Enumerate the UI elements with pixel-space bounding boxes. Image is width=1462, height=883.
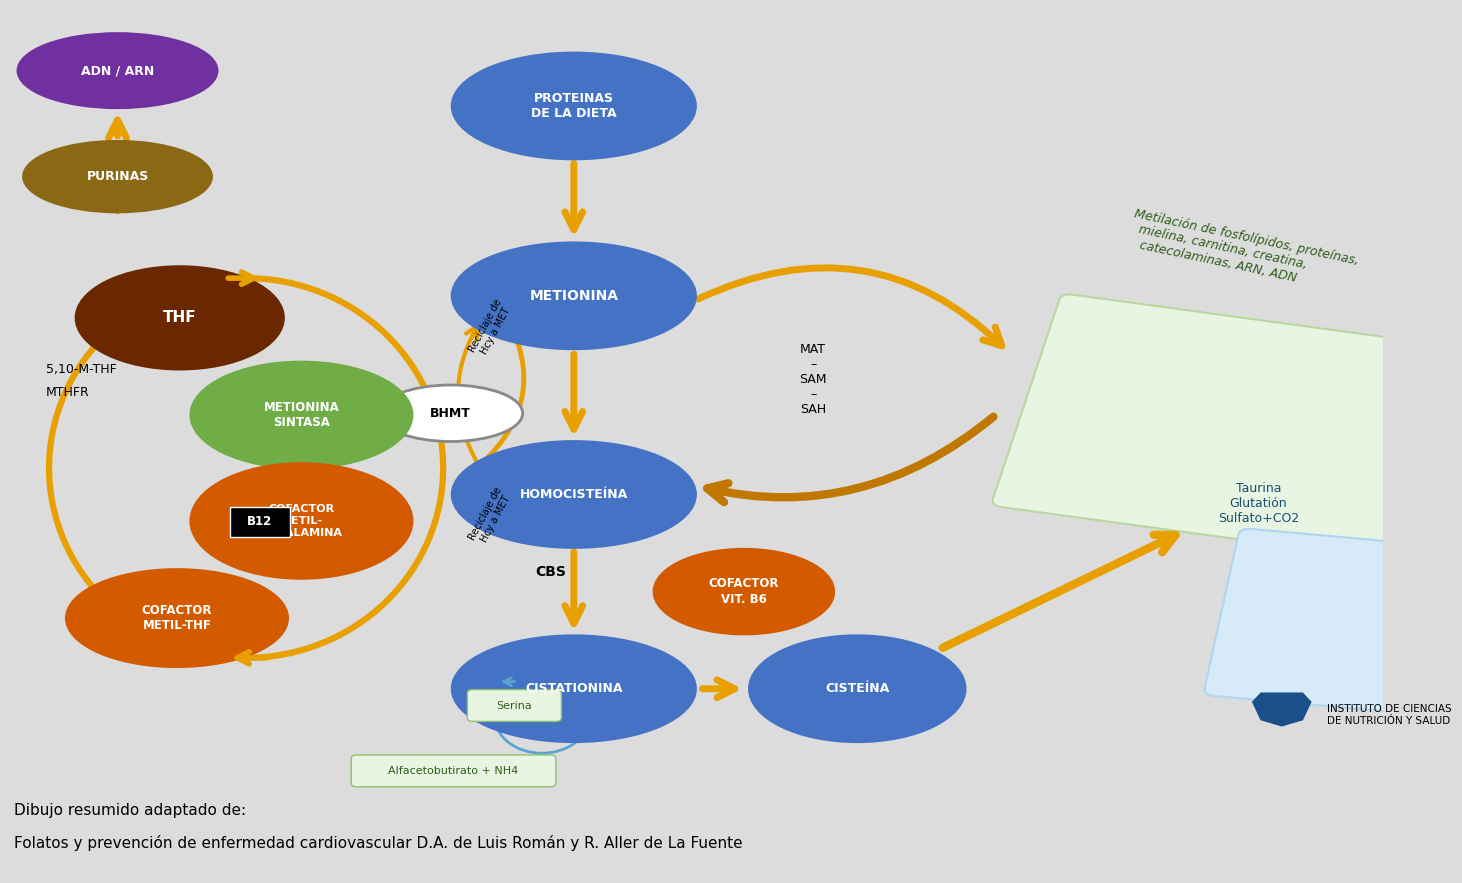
Ellipse shape bbox=[23, 141, 212, 212]
Text: Serina: Serina bbox=[497, 700, 532, 711]
Text: COFACTOR
VIT. B6: COFACTOR VIT. B6 bbox=[709, 577, 779, 606]
Ellipse shape bbox=[192, 464, 412, 578]
Ellipse shape bbox=[192, 362, 412, 468]
Ellipse shape bbox=[18, 34, 216, 108]
Text: Folatos y prevención de enfermedad cardiovascular D.A. de Luis Román y R. Aller : Folatos y prevención de enfermedad cardi… bbox=[13, 835, 743, 851]
Ellipse shape bbox=[66, 570, 288, 667]
FancyBboxPatch shape bbox=[230, 507, 291, 537]
Text: BHMT: BHMT bbox=[430, 407, 471, 419]
FancyBboxPatch shape bbox=[468, 690, 561, 721]
Text: Dibujo resumido adaptado de:: Dibujo resumido adaptado de: bbox=[13, 804, 246, 818]
Text: MAT
–
SAM
–
SAH: MAT – SAM – SAH bbox=[800, 343, 827, 416]
Text: B12: B12 bbox=[247, 516, 272, 528]
Text: CBS: CBS bbox=[535, 565, 566, 579]
Ellipse shape bbox=[452, 243, 696, 349]
Ellipse shape bbox=[452, 53, 696, 159]
Ellipse shape bbox=[750, 636, 965, 742]
Text: MTHFR: MTHFR bbox=[45, 387, 89, 399]
Ellipse shape bbox=[76, 267, 284, 369]
Text: HOMOCISTEÍNA: HOMOCISTEÍNA bbox=[519, 488, 629, 501]
Text: PROTEINAS
DE LA DIETA: PROTEINAS DE LA DIETA bbox=[531, 92, 617, 120]
Text: ADN / ARN: ADN / ARN bbox=[80, 64, 154, 77]
FancyBboxPatch shape bbox=[1205, 529, 1452, 713]
Text: Taurina
Glutatión
Sulfato+CO2: Taurina Glutatión Sulfato+CO2 bbox=[1218, 482, 1298, 525]
Text: CISTEÍNA: CISTEÍNA bbox=[825, 683, 889, 695]
Polygon shape bbox=[1253, 693, 1311, 726]
Text: COFACTOR
METIL-THF: COFACTOR METIL-THF bbox=[142, 604, 212, 632]
FancyBboxPatch shape bbox=[993, 294, 1462, 564]
Text: COFACTOR
METIL-
COBALAMINA: COFACTOR METIL- COBALAMINA bbox=[260, 504, 344, 538]
Text: 5,10-M-THF: 5,10-M-THF bbox=[45, 363, 117, 375]
Text: Reciclaje de
Hcy a MET: Reciclaje de Hcy a MET bbox=[468, 486, 515, 547]
Ellipse shape bbox=[654, 549, 833, 634]
Text: METIONINA
SINTASA: METIONINA SINTASA bbox=[263, 401, 339, 429]
Text: INSTITUTO DE CIENCIAS
DE NUTRICIÓN Y SALUD: INSTITUTO DE CIENCIAS DE NUTRICIÓN Y SAL… bbox=[1327, 705, 1452, 726]
Text: PURINAS: PURINAS bbox=[86, 170, 149, 183]
FancyBboxPatch shape bbox=[351, 755, 556, 787]
Text: Alfacetobutirato + NH4: Alfacetobutirato + NH4 bbox=[389, 766, 519, 776]
Ellipse shape bbox=[379, 385, 522, 442]
Text: Metilación de fosfolípidos, proteínas,
  mielina, carnitina, creatina,
   cateco: Metilación de fosfolípidos, proteínas, m… bbox=[1127, 207, 1360, 297]
Text: Reciclaje de
Hcy a MET: Reciclaje de Hcy a MET bbox=[468, 298, 515, 359]
Ellipse shape bbox=[452, 442, 696, 547]
Text: THF: THF bbox=[162, 311, 196, 325]
Text: CISTATIONINA: CISTATIONINA bbox=[525, 683, 623, 695]
Text: METIONINA: METIONINA bbox=[529, 289, 618, 303]
Ellipse shape bbox=[452, 636, 696, 742]
